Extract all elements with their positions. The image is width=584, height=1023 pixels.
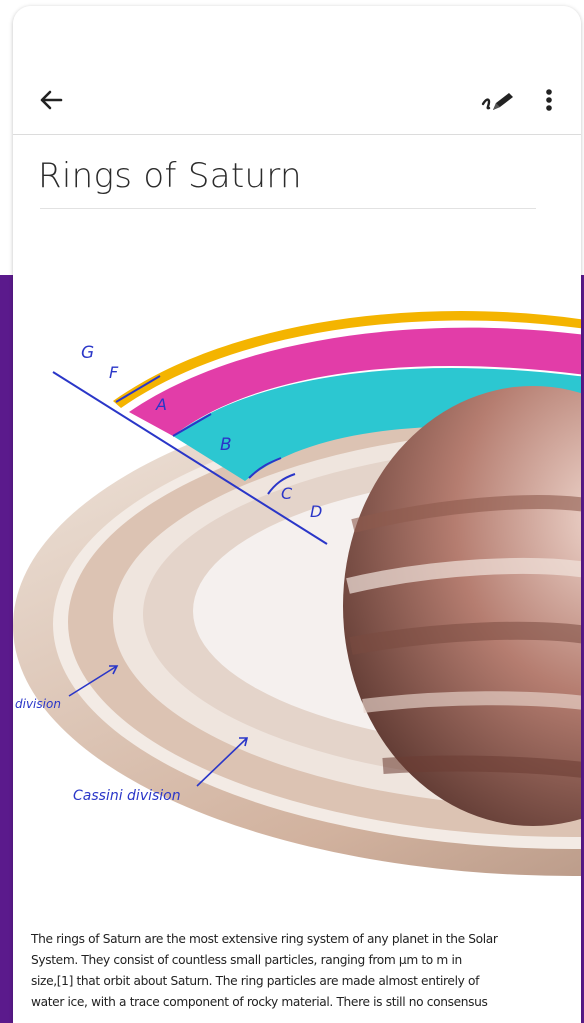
title-divider <box>40 208 536 209</box>
a-ring <box>129 327 581 436</box>
label-division: division <box>15 697 61 711</box>
body-line-2: System. They consist of countless small … <box>31 953 462 967</box>
label-c: C <box>281 484 293 503</box>
note-card: Rings of Saturn <box>13 6 581 1023</box>
label-d: D <box>310 502 322 521</box>
back-button[interactable] <box>35 84 67 116</box>
more-vertical-icon <box>546 89 552 111</box>
label-b: B <box>220 435 232 455</box>
toolbar <box>13 6 581 135</box>
label-g: G <box>81 343 94 363</box>
note-title[interactable]: Rings of Saturn <box>38 156 302 196</box>
body-line-3: size,[1] that orbit about Saturn. The ri… <box>31 974 480 988</box>
note-body[interactable]: The rings of Saturn are the most extensi… <box>31 929 571 1013</box>
ring-index-line <box>52 371 328 545</box>
body-line-4: water ice, with a trace component of roc… <box>31 995 488 1009</box>
body-line-1: The rings of Saturn are the most extensi… <box>31 932 498 946</box>
label-a: A <box>155 395 167 414</box>
ink-pen-icon <box>481 93 513 110</box>
label-f: F <box>109 363 119 382</box>
ink-pen-button[interactable] <box>479 84 519 116</box>
arrow-left-icon <box>40 90 63 110</box>
g-ring <box>113 310 581 408</box>
saturn-illustration: G F A B C D division Cassini division <box>13 310 581 876</box>
label-cassini-division: Cassini division <box>73 788 181 804</box>
more-options-button[interactable] <box>537 82 561 118</box>
